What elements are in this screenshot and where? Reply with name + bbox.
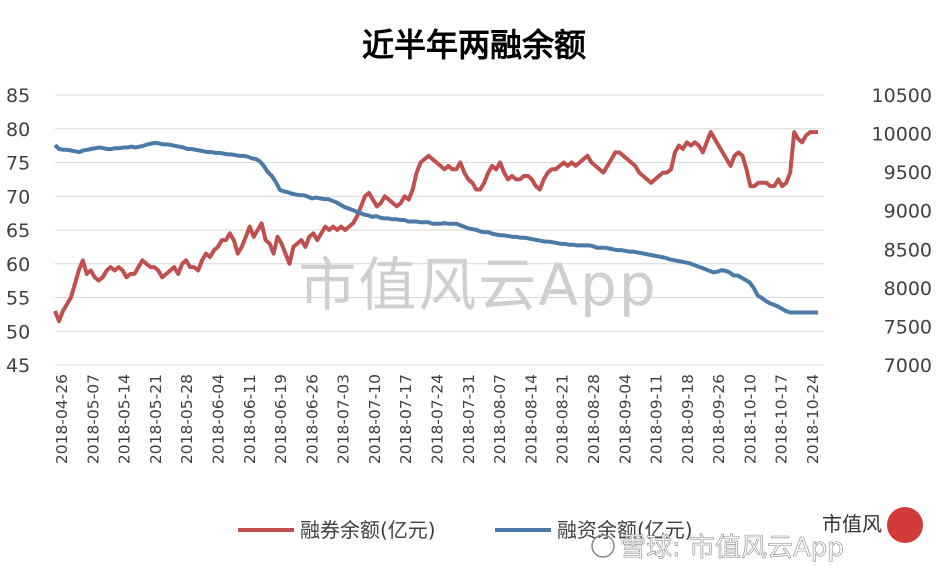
legend-label: 融券余额(亿元) bbox=[300, 518, 436, 542]
left-y-tick-label: 85 bbox=[6, 85, 30, 107]
legend: 融券余额(亿元) 融资余额(亿元) bbox=[238, 518, 693, 542]
right-y-tick-label: 10500 bbox=[872, 85, 932, 107]
x-tick-label: 2018-08-14 bbox=[522, 374, 540, 464]
right-y-tick-label: 8500 bbox=[884, 239, 932, 261]
x-tick-label: 2018-06-11 bbox=[241, 374, 259, 464]
x-tick-label: 2018-09-04 bbox=[616, 374, 634, 464]
left-y-axis: 45 50 55 60 65 70 75 80 85 bbox=[6, 85, 30, 377]
x-tick-label: 2018-06-26 bbox=[303, 374, 321, 464]
x-tick-label: 2018-06-19 bbox=[272, 374, 290, 464]
series-line-margin-balance bbox=[53, 140, 818, 315]
x-tick-label: 2018-08-07 bbox=[491, 374, 509, 464]
snowball-watermark-text: 雪球: 市值风云App bbox=[620, 533, 844, 563]
x-tick-label: 2018-10-17 bbox=[773, 374, 791, 464]
right-y-tick-label: 10000 bbox=[872, 124, 932, 146]
bottom-watermark: 市值风 雪球: 市值风云App bbox=[591, 507, 923, 563]
left-y-tick-label: 45 bbox=[6, 355, 30, 377]
left-y-tick-label: 80 bbox=[6, 119, 30, 141]
right-y-tick-label: 7000 bbox=[884, 355, 932, 377]
left-y-tick-label: 55 bbox=[6, 288, 30, 310]
series-lines bbox=[53, 130, 818, 324]
left-y-tick-label: 75 bbox=[6, 153, 30, 175]
right-y-axis: 7000 7500 8000 8500 9000 9500 10000 10500 bbox=[872, 85, 932, 377]
x-tick-label: 2018-05-14 bbox=[116, 374, 134, 464]
x-tick-label: 2018-09-18 bbox=[679, 374, 697, 464]
left-y-tick-label: 60 bbox=[6, 254, 30, 276]
right-y-tick-label: 9500 bbox=[884, 162, 932, 184]
x-tick-label: 2018-07-03 bbox=[335, 374, 353, 464]
x-tick-label: 2018-06-04 bbox=[209, 374, 227, 464]
left-y-tick-label: 70 bbox=[6, 186, 30, 208]
x-tick-label: 2018-04-26 bbox=[53, 374, 71, 464]
x-tick-label: 2018-05-07 bbox=[84, 374, 102, 464]
x-tick-label: 2018-10-10 bbox=[741, 374, 759, 464]
x-tick-label: 2018-08-28 bbox=[585, 374, 603, 464]
left-y-tick-label: 65 bbox=[6, 220, 30, 242]
x-tick-label: 2018-08-21 bbox=[554, 374, 572, 464]
seal-text: 市值风 bbox=[822, 512, 882, 536]
right-y-tick-label: 8000 bbox=[884, 278, 932, 300]
legend-label: 融资余额(亿元) bbox=[557, 518, 693, 542]
x-tick-label: 2018-05-28 bbox=[178, 374, 196, 464]
right-y-tick-label: 9000 bbox=[884, 201, 932, 223]
seal-logo-icon bbox=[887, 507, 923, 543]
x-tick-label: 2018-07-10 bbox=[366, 374, 384, 464]
snowball-logo-icon bbox=[591, 534, 615, 558]
x-tick-label: 2018-05-21 bbox=[147, 374, 165, 464]
left-y-tick-label: 50 bbox=[6, 321, 30, 343]
x-tick-label: 2018-07-17 bbox=[397, 374, 415, 464]
chart-title: 近半年两融余额 bbox=[362, 26, 586, 64]
x-axis: 2018-04-26 2018-05-07 2018-05-14 2018-05-21… bbox=[53, 374, 822, 464]
x-tick-label: 2018-09-11 bbox=[648, 374, 666, 464]
series-line-short-balance bbox=[53, 130, 818, 324]
right-y-tick-label: 7500 bbox=[884, 316, 932, 338]
x-tick-label: 2018-07-24 bbox=[429, 374, 447, 464]
x-tick-label: 2018-10-24 bbox=[804, 374, 822, 464]
watermark-text: 市值风云App bbox=[298, 251, 657, 319]
x-tick-label: 2018-07-31 bbox=[460, 374, 478, 464]
x-tick-label: 2018-09-26 bbox=[710, 374, 728, 464]
watermark: 市值风云App bbox=[298, 251, 657, 319]
